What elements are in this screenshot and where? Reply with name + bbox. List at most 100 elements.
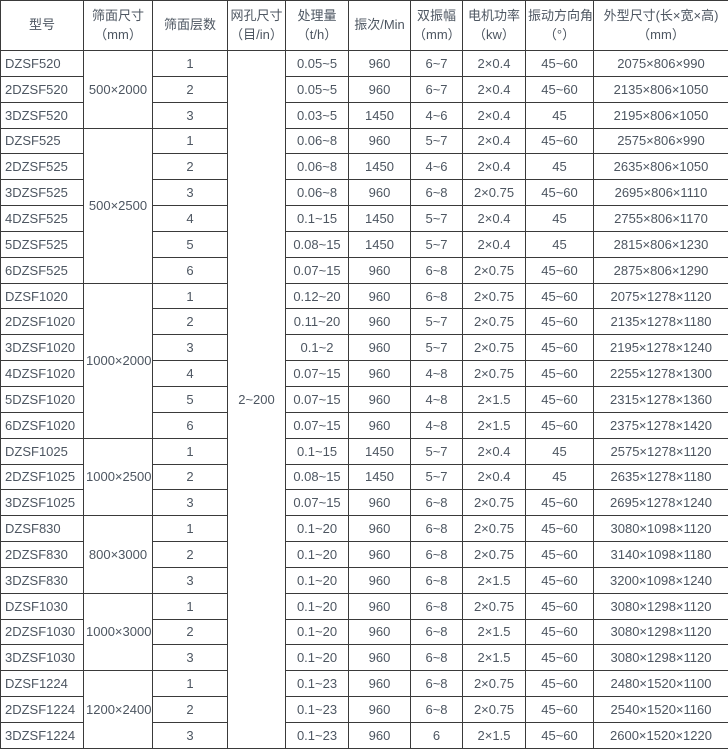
cell-amplitude: 6~8: [410, 256, 463, 284]
cell-frequency: 960: [348, 566, 411, 594]
column-header-screen-size: 筛面尺寸 （mm）: [83, 0, 153, 51]
cell-layers: 2: [152, 463, 228, 491]
cell-layers: 2: [152, 153, 228, 181]
column-header-capacity: 处理量 （t/h）: [285, 0, 349, 51]
cell-layers: 3: [152, 721, 228, 749]
cell-amplitude: 6~7: [410, 75, 463, 103]
cell-angle: 45~60: [525, 618, 594, 646]
table-row: 3DZSF1020 3 0.1~2 960 5~7 2×0.75 45~60 2195×127…: [0, 334, 728, 362]
cell-angle: 45~60: [525, 334, 594, 362]
cell-frequency: 960: [348, 696, 411, 723]
cell-frequency: 1450: [348, 230, 411, 258]
cell-frequency: 960: [348, 385, 411, 413]
cell-frequency: 1450: [348, 437, 411, 465]
column-header-mesh-size: 网孔尺寸 （目/in）: [227, 0, 286, 51]
cell-capacity: 0.07~15: [285, 385, 349, 413]
column-header-dimensions: 外型尺寸(长×宽×高) （mm）: [593, 0, 728, 51]
cell-model: 2DZSF830: [0, 541, 84, 568]
cell-angle: 45~60: [525, 489, 594, 517]
column-label: 振次/Min: [354, 17, 405, 33]
cell-capacity: 0.1~20: [285, 644, 349, 672]
cell-dimensions: 2875×806×1290: [593, 256, 728, 284]
cell-model: 5DZSF1020: [0, 385, 84, 413]
cell-model: DZSF1224: [0, 670, 84, 698]
cell-capacity: 0.06~8: [285, 127, 349, 155]
cell-amplitude: 5~7: [410, 230, 463, 258]
cell-power: 2×1.5: [462, 644, 526, 672]
cell-power: 2×0.75: [462, 179, 526, 207]
cell-model: DZSF1025: [0, 437, 84, 465]
cell-capacity: 0.06~8: [285, 179, 349, 207]
cell-mesh-size: 2~200: [227, 50, 286, 749]
cell-capacity: 0.07~15: [285, 411, 349, 439]
cell-amplitude: 6~8: [410, 696, 463, 723]
cell-screen-size: 800×3000: [83, 515, 153, 594]
cell-angle: 45~60: [525, 127, 594, 155]
cell-power: 2×0.4: [462, 230, 526, 258]
cell-layers: 1: [152, 515, 228, 543]
cell-model: 3DZSF1224: [0, 721, 84, 749]
cell-layers: 1: [152, 437, 228, 465]
cell-layers: 3: [152, 179, 228, 207]
cell-amplitude: 6~8: [410, 179, 463, 207]
cell-layers: 1: [152, 127, 228, 155]
cell-layers: 2: [152, 696, 228, 723]
cell-power: 2×1.5: [462, 618, 526, 646]
cell-power: 2×0.4: [462, 75, 526, 103]
cell-model: 6DZSF1020: [0, 411, 84, 439]
cell-amplitude: 4~6: [410, 153, 463, 181]
cell-model: 2DZSF1030: [0, 618, 84, 646]
table-row: DZSF1030 1000×3000 1 0.1~20 960 6~8 2×0.75 45~6…: [0, 592, 728, 672]
table-row: 2DZSF1020 2 0.11~20 960 5~7 2×0.75 45~60 2135×1…: [0, 308, 728, 336]
cell-amplitude: 6~8: [410, 515, 463, 543]
table-row: 3DZSF1224 3 0.1~23 960 6 2×1.5 45~60 2600×1520×…: [0, 721, 728, 749]
cell-frequency: 960: [348, 515, 411, 543]
cell-layers: 3: [152, 334, 228, 362]
cell-amplitude: 5~7: [410, 463, 463, 491]
cell-angle: 45~60: [525, 179, 594, 207]
table-row: 5DZSF525 5 0.08~15 1450 5~7 2×0.4 45 2815×806×1…: [0, 230, 728, 258]
cell-capacity: 0.07~15: [285, 360, 349, 387]
cell-angle: 45~60: [525, 566, 594, 594]
column-unit: （kw）: [473, 26, 515, 42]
cell-power: 2×0.75: [462, 696, 526, 723]
table-row: DZSF525 500×2500 1 0.06~8 960 5~7 2×0.4 45~60 25…: [0, 127, 728, 284]
spec-table-header: 型号 筛面尺寸 （mm） 筛面层数 网孔尺寸 （目/in） 处理量 （t/h） 振次/Min 双振…: [0, 0, 728, 51]
cell-capacity: 0.11~20: [285, 308, 349, 336]
cell-power: 2×1.5: [462, 721, 526, 749]
cell-layers: 3: [152, 644, 228, 672]
cell-dimensions: 2635×1278×1180: [593, 463, 728, 491]
table-row: DZSF520 500×2000 1 2~200 0.05~5 960 6~7 2×0.4 45…: [0, 50, 728, 749]
cell-layers: 2: [152, 618, 228, 646]
cell-layers: 1: [152, 592, 228, 620]
cell-capacity: 0.06~8: [285, 153, 349, 181]
cell-capacity: 0.1~15: [285, 205, 349, 232]
table-row: 2DZSF1224 2 0.1~23 960 6~8 2×0.75 45~60 2540×15…: [0, 696, 728, 723]
cell-screen-size: 500×2500: [83, 127, 153, 284]
cell-dimensions: 2075×1278×1120: [593, 282, 728, 310]
cell-angle: 45~60: [525, 385, 594, 413]
cell-frequency: 960: [348, 592, 411, 620]
cell-dimensions: 2195×806×1050: [593, 101, 728, 129]
cell-capacity: 0.07~15: [285, 256, 349, 284]
cell-frequency: 960: [348, 644, 411, 672]
cell-layers: 2: [152, 541, 228, 568]
cell-angle: 45: [525, 437, 594, 465]
cell-capacity: 0.1~23: [285, 696, 349, 723]
column-unit: （mm）: [413, 26, 461, 42]
cell-angle: 45~60: [525, 670, 594, 698]
cell-angle: 45~60: [525, 411, 594, 439]
cell-model: 2DZSF1020: [0, 308, 84, 336]
cell-layers: 5: [152, 230, 228, 258]
cell-layers: 4: [152, 205, 228, 232]
table-row: 4DZSF525 4 0.1~15 1450 5~7 2×0.4 45 2755×806×11…: [0, 205, 728, 232]
table-row: 6DZSF1020 6 0.07~15 960 4~8 2×1.5 45~60 2375×12…: [0, 411, 728, 439]
table-row: 3DZSF520 3 0.03~5 1450 4~6 2×0.4 45 2195×806×10…: [0, 101, 728, 129]
column-header-model: 型号: [0, 0, 84, 51]
cell-dimensions: 2815×806×1230: [593, 230, 728, 258]
column-unit: （°）: [543, 26, 576, 42]
column-header-amplitude: 双振幅 （mm）: [410, 0, 463, 51]
cell-power: 2×1.5: [462, 566, 526, 594]
cell-power: 2×1.5: [462, 385, 526, 413]
cell-angle: 45: [525, 101, 594, 129]
